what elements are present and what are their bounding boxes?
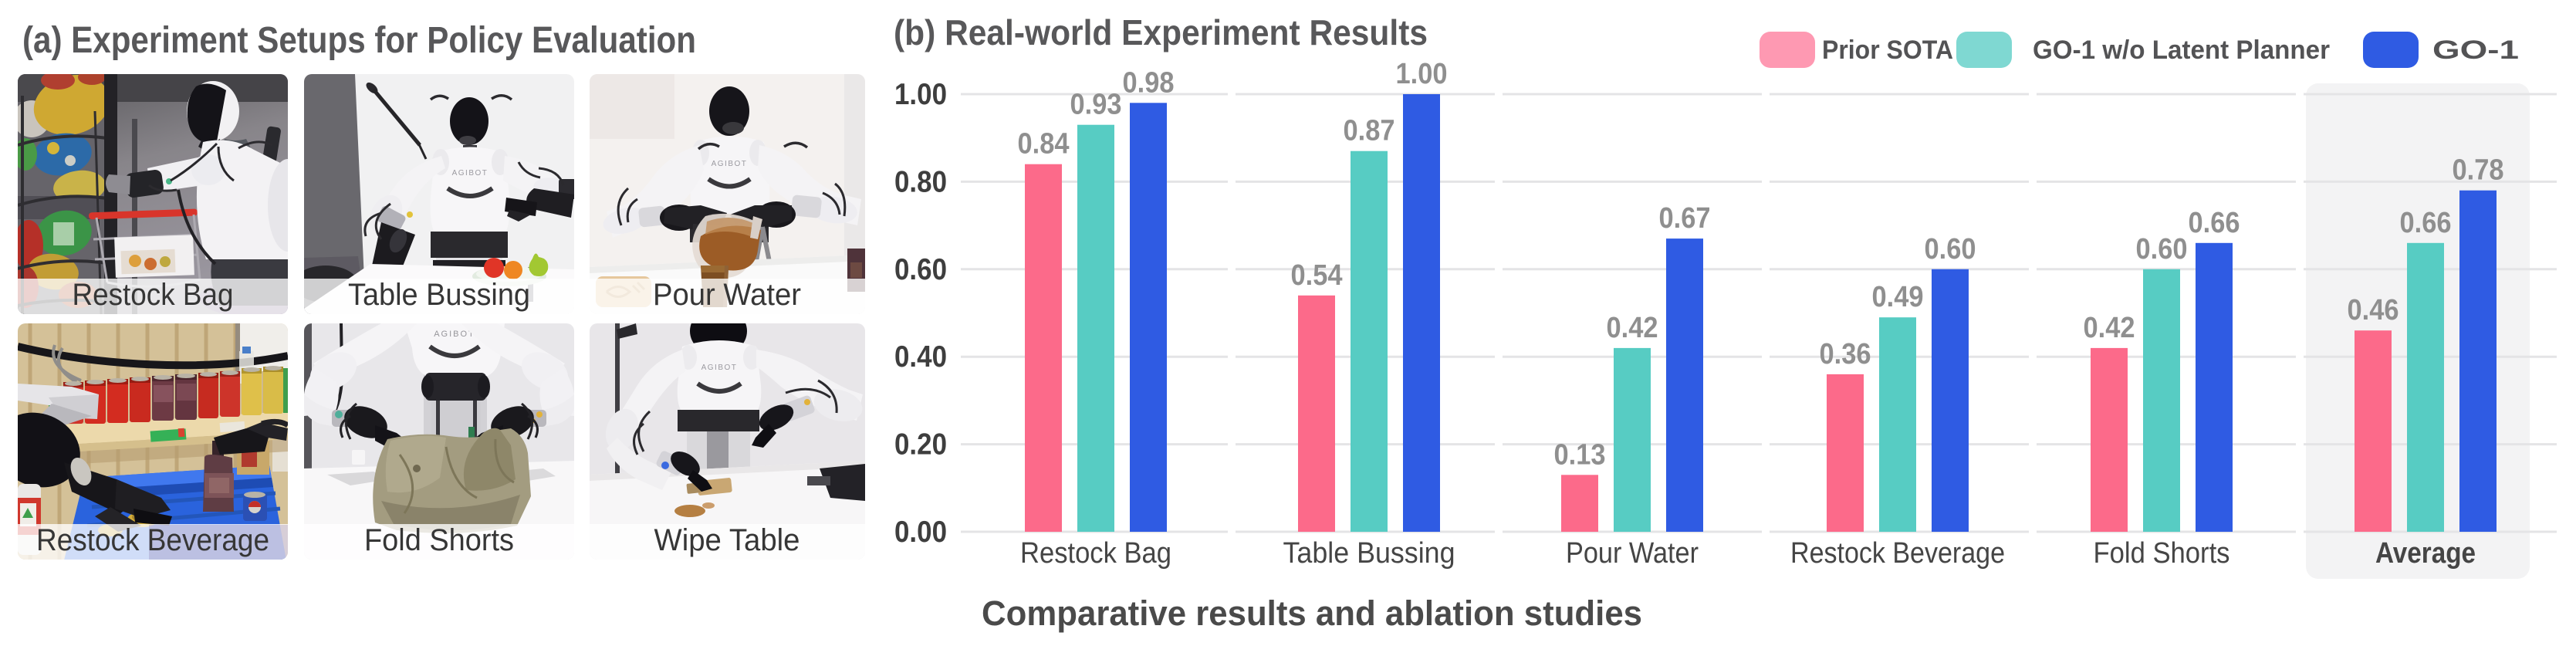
svg-text:0.20: 0.20 — [894, 428, 947, 462]
svg-text:GO-1: GO-1 — [2432, 36, 2519, 65]
svg-text:0.66: 0.66 — [2400, 207, 2452, 239]
svg-text:AGIBOT: AGIBOT — [434, 330, 475, 339]
svg-text:0.54: 0.54 — [1291, 259, 1343, 292]
svg-text:Comparative results and ablati: Comparative results and ablation studies — [982, 594, 1642, 633]
svg-text:0.49: 0.49 — [1872, 281, 1924, 313]
svg-text:0.84: 0.84 — [1018, 128, 1070, 161]
svg-text:0.00: 0.00 — [894, 516, 947, 549]
svg-text:GO-1 w/o Latent Planner: GO-1 w/o Latent Planner — [2033, 36, 2330, 65]
svg-text:0.67: 0.67 — [1659, 202, 1711, 235]
svg-text:AGIBOT: AGIBOT — [701, 364, 738, 372]
svg-text:Prior SOTA: Prior SOTA — [1822, 36, 1953, 65]
svg-text:0.93: 0.93 — [1070, 89, 1122, 121]
svg-text:0.60: 0.60 — [2136, 233, 2188, 266]
svg-text:1.00: 1.00 — [1396, 58, 1448, 90]
svg-text:0.13: 0.13 — [1554, 438, 1606, 471]
svg-text:Table Bussing: Table Bussing — [1283, 537, 1455, 570]
svg-text:0.66: 0.66 — [2189, 207, 2240, 239]
svg-text:Wipe Table: Wipe Table — [654, 523, 800, 557]
svg-text:0.42: 0.42 — [1607, 312, 1658, 344]
svg-text:AGIBOT: AGIBOT — [452, 169, 488, 178]
svg-text:0.80: 0.80 — [894, 165, 947, 198]
svg-text:Pour Water: Pour Water — [1566, 537, 1699, 570]
svg-text:0.60: 0.60 — [894, 253, 947, 286]
svg-text:AGIBOT: AGIBOT — [712, 160, 748, 168]
svg-text:Table Bussing: Table Bussing — [348, 278, 530, 312]
svg-text:0.42: 0.42 — [2084, 312, 2135, 344]
svg-text:(b) Real-world Experiment Resu: (b) Real-world Experiment Results — [894, 12, 1428, 52]
svg-text:Restock Beverage: Restock Beverage — [1790, 537, 2005, 570]
svg-text:0.87: 0.87 — [1344, 115, 1395, 147]
svg-text:Fold Shorts: Fold Shorts — [364, 523, 514, 557]
svg-text:Restock Beverage: Restock Beverage — [36, 523, 269, 557]
svg-text:0.46: 0.46 — [2348, 294, 2399, 326]
svg-text:Average: Average — [2375, 537, 2476, 570]
svg-text:0.78: 0.78 — [2453, 154, 2504, 187]
svg-text:0.36: 0.36 — [1820, 338, 1871, 370]
svg-text:Fold Shorts: Fold Shorts — [2094, 537, 2230, 570]
svg-text:(a) Experiment Setups for Poli: (a) Experiment Setups for Policy Evaluat… — [22, 20, 696, 61]
svg-text:Pour Water: Pour Water — [653, 278, 801, 312]
svg-text:Restock Bag: Restock Bag — [1020, 537, 1171, 570]
svg-text:0.40: 0.40 — [894, 340, 947, 374]
svg-text:0.98: 0.98 — [1123, 66, 1175, 99]
svg-text:0.60: 0.60 — [1925, 233, 1976, 266]
svg-text:Restock Bag: Restock Bag — [73, 278, 234, 312]
svg-text:1.00: 1.00 — [894, 78, 947, 111]
